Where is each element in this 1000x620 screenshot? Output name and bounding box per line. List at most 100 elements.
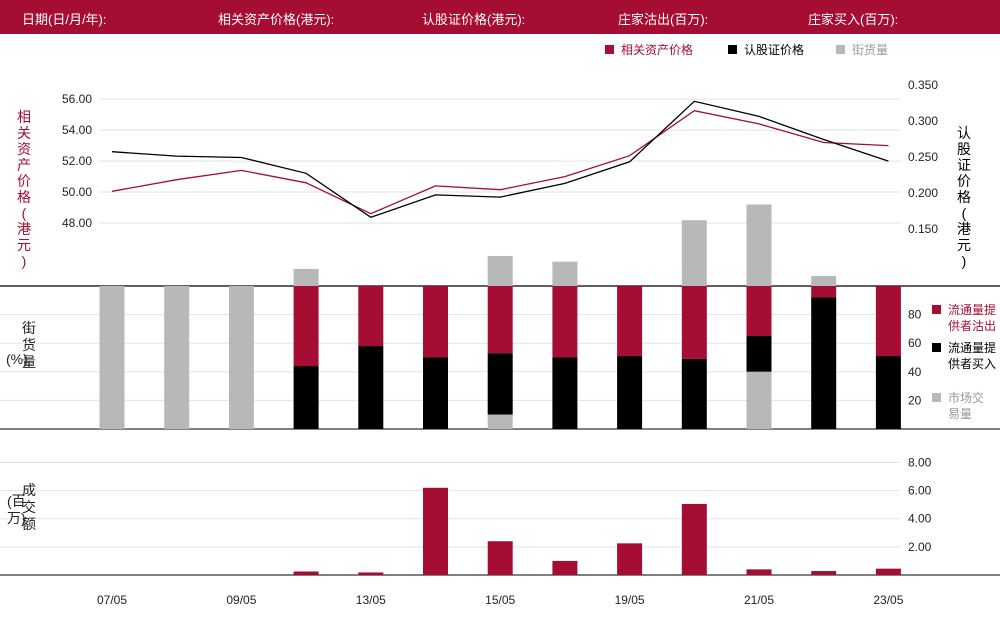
lp-sold-bar	[552, 286, 578, 358]
pct-axis-tick-label: 40	[908, 365, 922, 379]
legend-swatch	[728, 45, 737, 54]
pct-axis-tick-label: 60	[908, 336, 922, 350]
underlying-price-line	[111, 110, 889, 215]
turnover-axis-title-unit: (百	[7, 493, 26, 509]
lp-sold-bar	[617, 286, 643, 357]
pct-legend-swatch	[932, 343, 941, 352]
lp-bought-bar	[358, 346, 384, 429]
turnover-bar	[487, 541, 513, 575]
right-axis-tick-label: 0.250	[908, 150, 938, 164]
market-volume-bar	[99, 286, 125, 429]
turnover-axis-title-char: 额	[22, 516, 36, 532]
header-date-label: 日期(日/月/年):	[22, 12, 107, 27]
pct-legend-label-line2: 供者沽出	[948, 319, 996, 333]
turnover-bar	[423, 487, 448, 575]
pct-axis-title-char: 量	[22, 354, 36, 370]
turnover-bar	[746, 569, 772, 575]
pct-legend-label-line2: 供者买入	[948, 357, 996, 371]
pct-axis-tick-label: 80	[908, 308, 922, 322]
pct-legend-label-line1: 流通量提	[948, 302, 996, 317]
warrant-chart: 56.00 54.00 52.00 50.00 48.00 0.350 0.300 0.250…	[0, 42, 1000, 607]
lp-bought-bar	[293, 366, 319, 429]
x-tick-label: 15/05	[485, 593, 515, 607]
right-axis-tick-label: 0.350	[908, 78, 938, 92]
left-axis-tick-label: 48.00	[62, 216, 92, 230]
lp-bought-bar	[617, 356, 643, 429]
x-tick-label: 23/05	[873, 593, 903, 607]
outstanding-excess-bar	[811, 275, 837, 286]
lp-bought-bar	[811, 297, 837, 429]
outstanding-excess-bar	[552, 261, 578, 286]
pct-legend-label-line1: 市场交	[948, 390, 984, 405]
pct-legend-swatch	[932, 305, 941, 314]
market-volume-bar	[164, 286, 190, 429]
left-axis-tick-label: 54.00	[62, 123, 92, 137]
outstanding-excess-bar	[293, 268, 319, 286]
lp-sold-bar	[293, 286, 319, 367]
turnover-bar	[811, 571, 837, 575]
legend-label: 街货量	[852, 42, 888, 57]
turnover-axis-tick-label: 4.00	[908, 512, 932, 526]
lp-bought-bar	[746, 336, 772, 372]
turnover-axis-title-unit: 万)	[7, 510, 26, 526]
pct-legend-label-line1: 流通量提	[948, 340, 996, 355]
turnover-bar	[552, 560, 578, 575]
right-axis-tick-label: 0.200	[908, 186, 938, 200]
lp-bought-bar	[875, 356, 901, 429]
x-tick-label: 21/05	[744, 593, 774, 607]
pct-legend-label-line2: 易量	[948, 407, 972, 421]
turnover-bar	[875, 568, 901, 575]
left-axis-tick-label: 50.00	[62, 185, 92, 199]
turnover-axis-tick-label: 6.00	[908, 484, 932, 498]
right-axis-tick-label: 0.300	[908, 114, 938, 128]
outstanding-excess-bar	[681, 220, 707, 286]
pct-axis-title-unit: (%)	[6, 351, 28, 367]
header-bought-label: 庄家买入(百万):	[808, 12, 899, 27]
lp-sold-bar	[358, 286, 384, 347]
lp-sold-bar	[746, 286, 772, 337]
outstanding-excess-bar	[746, 204, 772, 286]
header-warrant-label: 认股证价格(港元):	[422, 12, 526, 27]
turnover-axis-title-char: 成	[22, 482, 36, 498]
x-tick-label: 19/05	[615, 593, 645, 607]
legend-label: 认股证价格	[744, 42, 804, 57]
left-axis-title: 相关资产价格(港元)	[17, 109, 31, 269]
pct-legend-swatch	[932, 393, 941, 402]
legend-label: 相关资产价格	[621, 42, 693, 57]
warrant-price-line	[111, 100, 889, 219]
market-volume-bar	[746, 371, 772, 429]
turnover-axis-tick-label: 8.00	[908, 455, 932, 469]
header-bar: 日期(日/月/年): 相关资产价格(港元): 认股证价格(港元): 庄家沽出(百…	[0, 0, 1000, 34]
x-tick-label: 09/05	[226, 593, 256, 607]
x-tick-label: 07/05	[97, 593, 127, 607]
pct-axis-title-char: 街	[22, 320, 36, 336]
legend-swatch	[605, 45, 614, 54]
turnover-bar	[617, 543, 643, 575]
turnover-axis-title-char: 交	[22, 499, 36, 515]
lp-bought-bar	[681, 358, 707, 429]
outstanding-excess-bar	[487, 255, 513, 286]
market-volume-bar	[487, 414, 513, 429]
turnover-bar	[293, 571, 319, 575]
lp-bought-bar	[552, 357, 578, 429]
legend-swatch	[836, 45, 845, 54]
market-volume-bar	[228, 286, 254, 429]
pct-axis-title-char: 货	[22, 337, 36, 353]
left-axis-tick-label: 56.00	[62, 92, 92, 106]
right-axis-title: 认股证价格(港元)	[957, 125, 971, 269]
lp-sold-bar	[487, 286, 513, 354]
right-axis-tick-label: 0.150	[908, 222, 938, 236]
left-axis-tick-label: 52.00	[62, 154, 92, 168]
header-sold-label: 庄家沽出(百万):	[618, 12, 709, 27]
header-underlying-label: 相关资产价格(港元):	[218, 12, 335, 27]
lp-sold-bar	[681, 286, 707, 359]
turnover-axis-tick-label: 2.00	[908, 540, 932, 554]
lp-sold-bar	[423, 286, 448, 358]
lp-sold-bar	[811, 286, 837, 298]
lp-sold-bar	[875, 286, 901, 357]
lp-bought-bar	[487, 353, 513, 415]
turnover-bar	[358, 572, 384, 575]
x-tick-label: 13/05	[356, 593, 386, 607]
lp-bought-bar	[423, 357, 448, 429]
turnover-bar	[681, 503, 707, 575]
